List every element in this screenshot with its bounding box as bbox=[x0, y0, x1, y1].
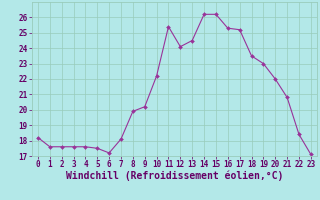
X-axis label: Windchill (Refroidissement éolien,°C): Windchill (Refroidissement éolien,°C) bbox=[66, 171, 283, 181]
